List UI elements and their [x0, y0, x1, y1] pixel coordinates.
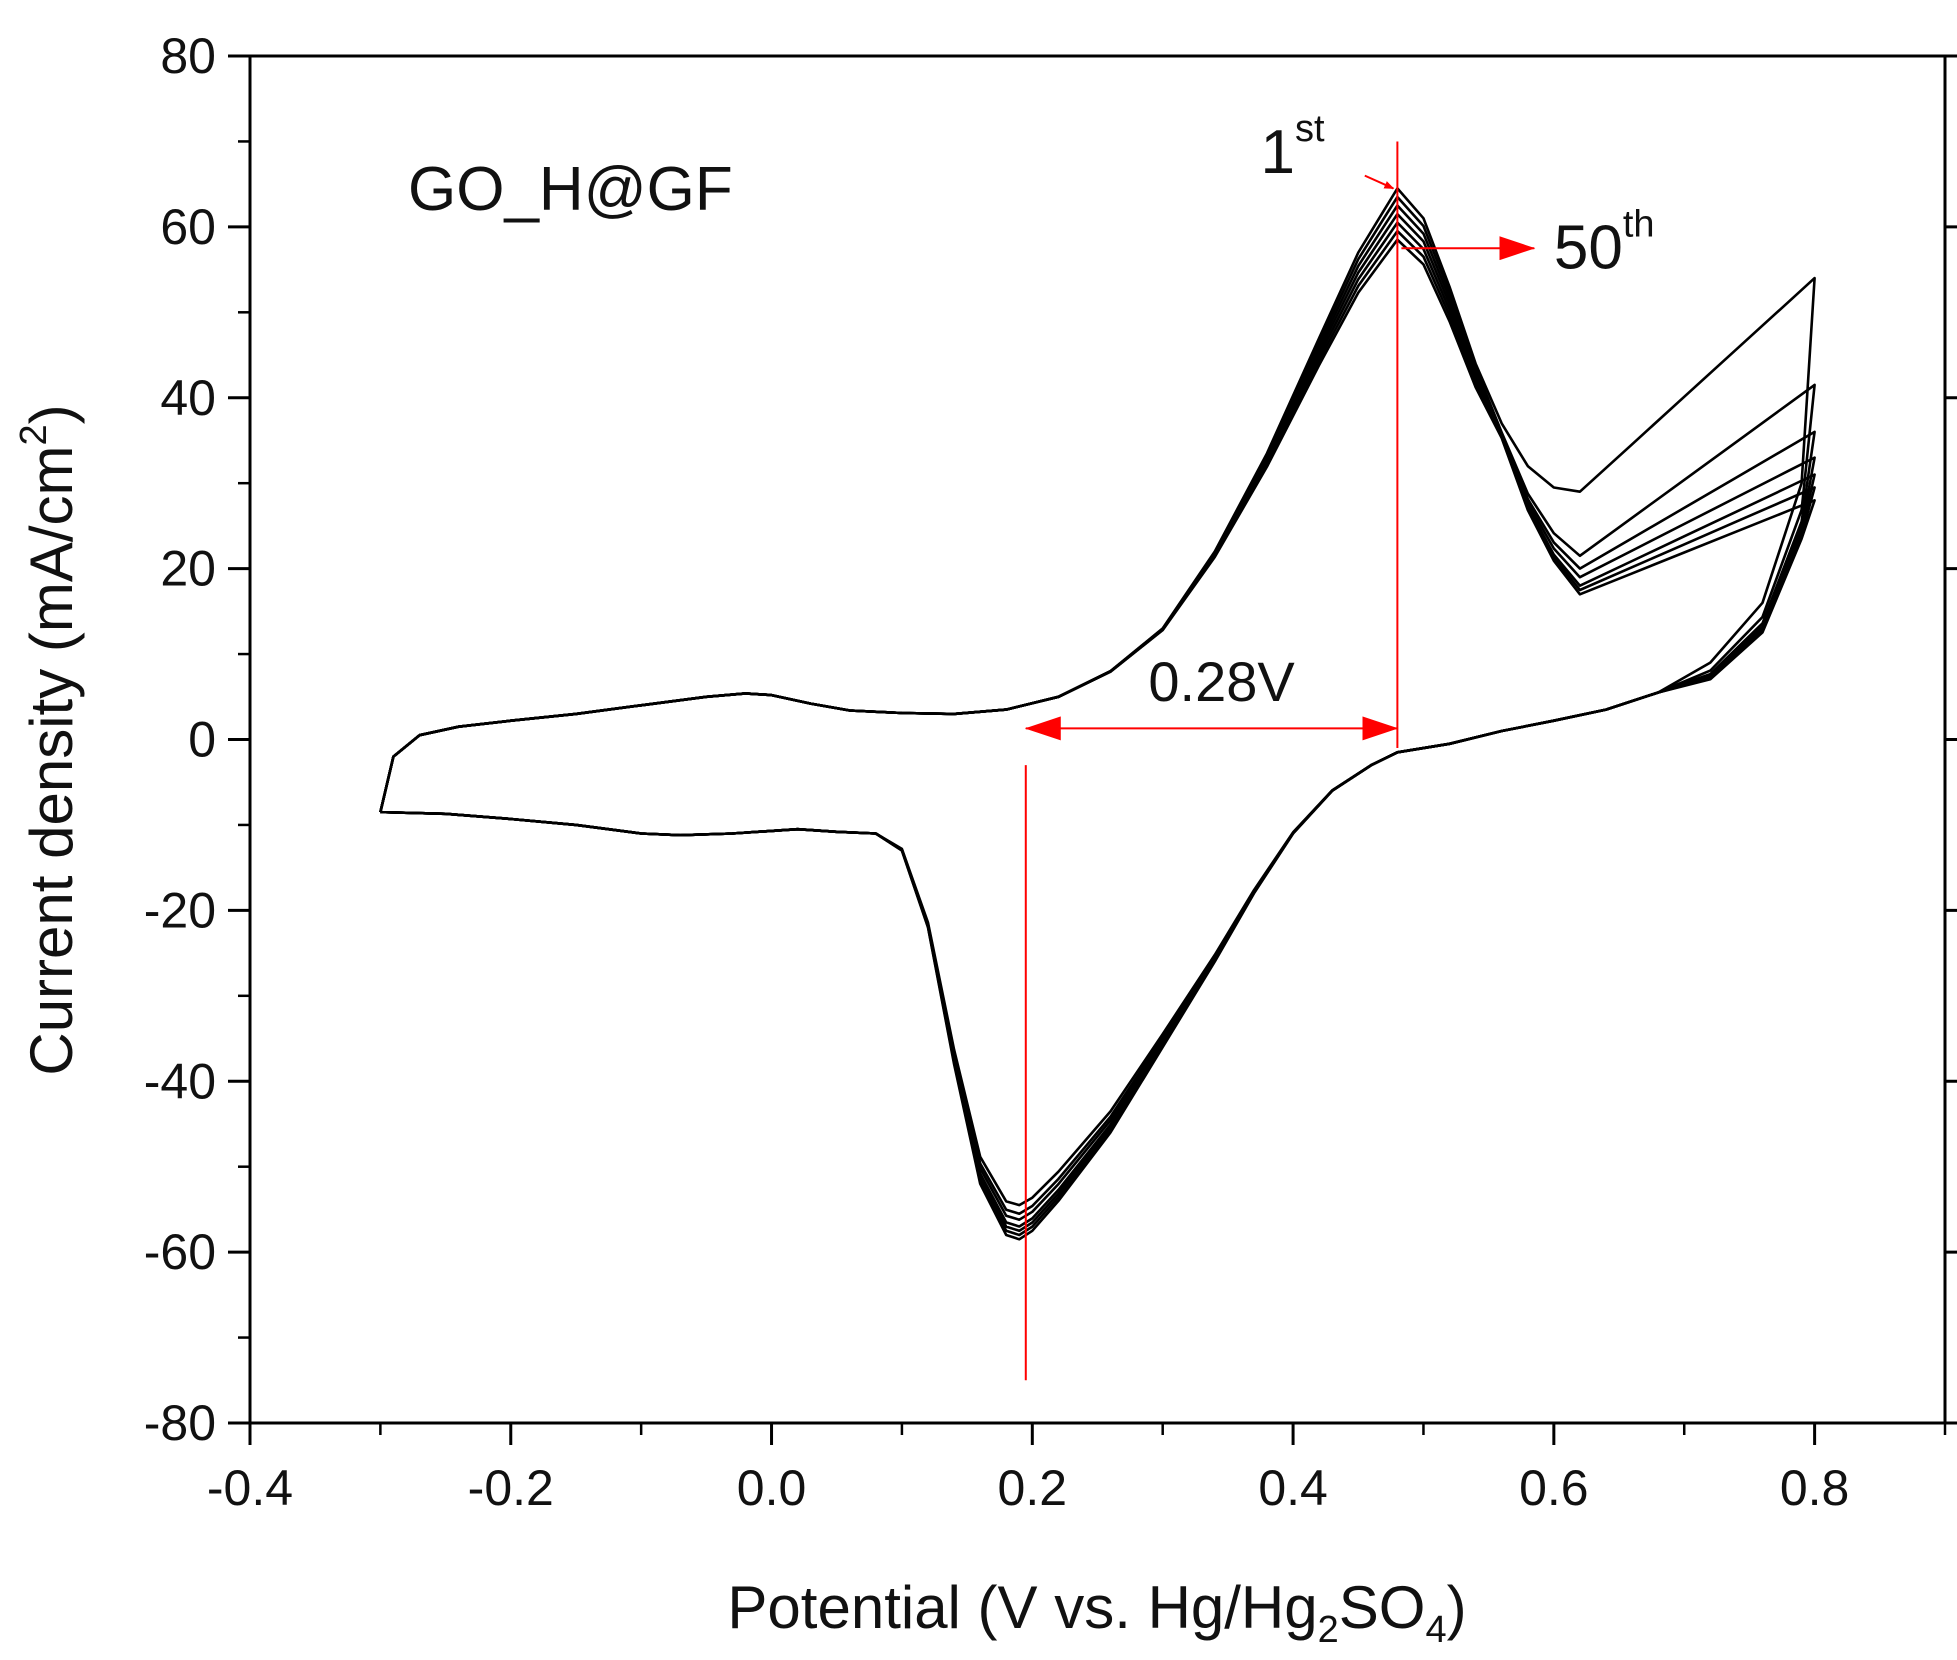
annotations: 0.28V 1st 50th: [1024, 108, 1655, 1381]
x-tick-label: 0.2: [998, 1460, 1068, 1516]
y-tick-label: 0: [188, 712, 216, 768]
y-tick-label: -40: [144, 1053, 216, 1109]
cv-curve-10th: [379, 204, 1816, 1233]
y-tick-label: 40: [160, 370, 216, 426]
first-cycle-arrow: [1364, 174, 1395, 190]
y-tick-label: -20: [144, 882, 216, 938]
plot-frame: [248, 54, 1947, 1425]
first-cycle-label: 1st: [1260, 108, 1324, 187]
x-axis-title: Potential (V vs. Hg/Hg2SO4): [727, 1574, 1466, 1651]
y-axis-title-superscript: 2: [13, 424, 55, 445]
cv-curve-40th: [379, 229, 1816, 1215]
x-tick-label: 0.8: [1780, 1460, 1850, 1516]
last-cycle-label: 50th: [1554, 204, 1655, 283]
cv-curve-1st: [379, 187, 1816, 1241]
x-axis-title-subscript-1: 2: [1318, 1609, 1339, 1651]
peak-separation-label: 0.28V: [1148, 650, 1295, 713]
y-tick-label: 80: [160, 28, 216, 84]
cv-curve-30th: [379, 221, 1816, 1221]
x-tick-label: -0.4: [207, 1460, 293, 1516]
cv-curve-5th: [379, 195, 1816, 1237]
y-tick-label: 20: [160, 541, 216, 597]
x-tick-label: 0.4: [1258, 1460, 1328, 1516]
y-axis: 80 60 40 20 0 -20 -40 -60 -80: [144, 28, 1957, 1451]
sample-label: GO_H@GF: [408, 155, 733, 224]
y-tick-label: -80: [144, 1395, 216, 1451]
cv-curve-20th: [379, 212, 1816, 1228]
cv-curve-50th: [379, 238, 1816, 1207]
y-tick-label: 60: [160, 199, 216, 255]
y-tick-label: -60: [144, 1224, 216, 1280]
y-axis-title: Current density (mA/cm2): [13, 404, 85, 1075]
x-axis-title-subscript-2: 4: [1425, 1609, 1446, 1651]
x-tick-label: -0.2: [468, 1460, 554, 1516]
cv-curves: [379, 187, 1816, 1241]
x-tick-label: 0.6: [1519, 1460, 1589, 1516]
x-axis: -0.4 -0.2 0.0 0.2 0.4 0.6 0.8: [207, 1423, 1947, 1516]
x-tick-label: 0.0: [737, 1460, 807, 1516]
